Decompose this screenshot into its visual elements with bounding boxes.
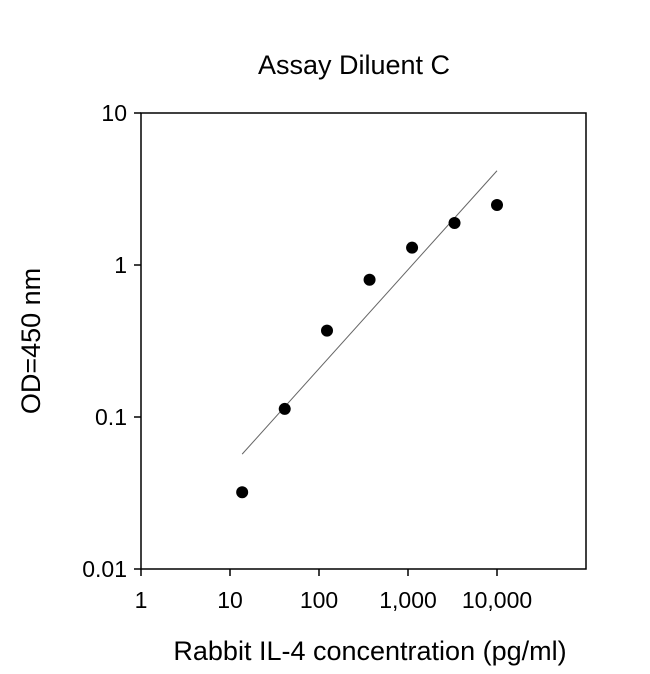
data-point	[363, 273, 376, 286]
x-tick-label: 10,000	[462, 587, 532, 613]
data-point	[236, 486, 249, 499]
data-point	[448, 216, 461, 229]
y-tick-label: 1	[114, 252, 127, 278]
x-tick-label: 1	[135, 587, 148, 613]
data-point	[406, 241, 419, 254]
y-tick-label: 0.01	[82, 556, 127, 582]
plot-frame	[140, 112, 587, 570]
data-point	[491, 199, 503, 212]
y-axis-label: OD=450 nm	[16, 268, 46, 414]
x-tick-label: 1,000	[379, 587, 437, 613]
data-point	[278, 402, 291, 415]
x-tick-label: 100	[300, 587, 338, 613]
data-point	[321, 324, 334, 337]
x-tick-label: 10	[217, 587, 243, 613]
y-tick-label: 0.1	[95, 404, 127, 430]
chart-title: Assay Diluent C	[258, 50, 450, 80]
marks	[236, 170, 503, 499]
y-tick-label: 10	[101, 100, 127, 126]
x-axis-label: Rabbit IL-4 concentration (pg/ml)	[173, 636, 566, 666]
axes: 1 10 100 1,000 10,000 0.01 0.1 1 10	[82, 100, 587, 613]
